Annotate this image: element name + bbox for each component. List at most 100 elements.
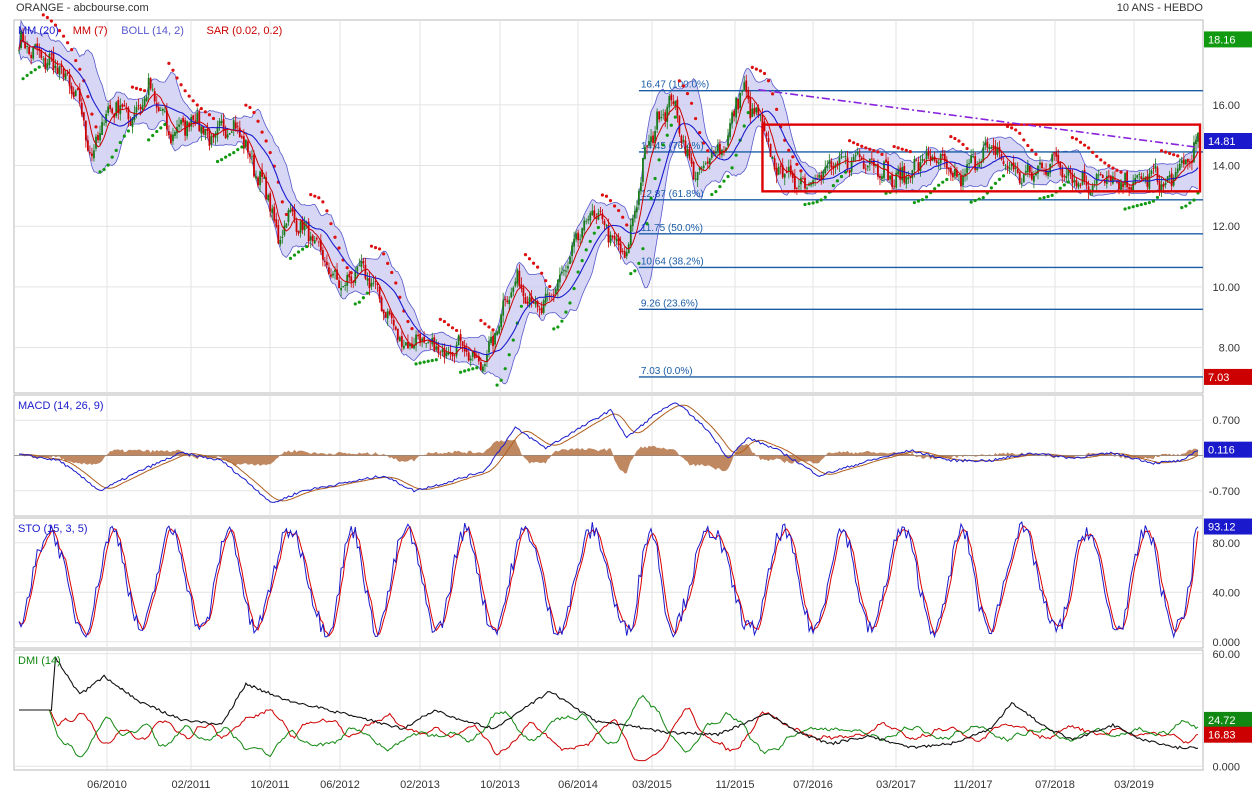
candle-body	[690, 157, 693, 164]
sar-dot	[394, 281, 398, 285]
sar-dot	[949, 134, 953, 139]
candle-body	[522, 287, 525, 297]
candle-body	[623, 251, 626, 258]
candle-body	[702, 165, 705, 169]
candle-body	[423, 337, 426, 343]
candle-body	[400, 336, 403, 347]
sar-dot	[649, 196, 653, 200]
candle-body	[567, 266, 569, 269]
candle-body	[856, 152, 859, 155]
sto-value-badges: 93.12	[1204, 518, 1252, 535]
sar-dot	[325, 209, 329, 213]
candle-body	[362, 260, 365, 264]
sar-dot	[847, 139, 852, 143]
sar-dot	[426, 359, 430, 363]
candle-body	[54, 65, 57, 69]
sar-dot	[811, 201, 815, 205]
candle-body	[516, 269, 519, 284]
candle-body	[644, 147, 646, 160]
candle-body	[897, 169, 900, 175]
macd-value-badge	[1204, 441, 1252, 458]
candle-body	[123, 104, 126, 107]
candle-body	[105, 113, 108, 123]
candle-body	[295, 220, 298, 232]
sar-dot	[203, 110, 207, 114]
sar-dot	[1082, 143, 1087, 147]
candle-body	[1014, 167, 1017, 169]
candle-body	[1008, 167, 1011, 170]
candle-body	[919, 162, 922, 171]
candle-body	[364, 264, 367, 279]
candle-body	[903, 166, 906, 183]
candle-body	[218, 120, 221, 127]
sar-dot	[422, 360, 426, 364]
candle-body	[492, 335, 494, 347]
sar-dot	[1014, 128, 1018, 132]
candle-body	[791, 172, 794, 179]
candle-body	[682, 139, 685, 142]
sar-dot	[479, 318, 483, 323]
sar-dot	[98, 170, 102, 174]
candle-body	[1140, 176, 1143, 179]
candle-body	[881, 176, 883, 179]
sar-dot	[1022, 138, 1026, 142]
candle-body	[315, 237, 318, 240]
candle-body	[40, 50, 43, 59]
candle-body	[368, 278, 371, 289]
x-tick-label: 06/2012	[320, 779, 360, 791]
sar-dot	[835, 179, 840, 183]
candle-body	[433, 337, 436, 352]
candle-body	[390, 312, 393, 319]
candle-body	[583, 220, 586, 231]
candle-body	[935, 160, 938, 163]
dmi-legend: DMI (14)	[18, 655, 61, 667]
candle-body	[376, 282, 379, 286]
candle-body	[1193, 142, 1195, 163]
candle-body	[62, 68, 65, 78]
sar-dot	[742, 124, 746, 128]
sar-dot	[252, 110, 256, 115]
candle-body	[1043, 169, 1045, 171]
candle-body	[332, 273, 334, 276]
candle-body	[471, 351, 474, 357]
sar-dot	[560, 319, 564, 323]
sar-dot	[240, 145, 244, 149]
candle-body	[696, 171, 699, 181]
price-value-badge-label: 18.16	[1208, 34, 1236, 46]
sar-dot	[90, 112, 94, 116]
candle-body	[988, 146, 991, 150]
candle-body	[694, 178, 697, 180]
sar-dot	[706, 149, 710, 153]
macd-histogram	[19, 439, 1198, 474]
candle-body	[64, 73, 67, 80]
dmi-minus-line	[19, 707, 1199, 762]
macd-legend: MACD (14, 26, 9)	[18, 400, 104, 412]
candle-body	[840, 156, 843, 158]
dmi-legend-entry: DMI (14)	[18, 655, 61, 667]
candle-body	[437, 346, 440, 353]
price-y-tick-label: 12.00	[1212, 221, 1240, 233]
candle-body	[1138, 174, 1141, 175]
candle-body	[396, 328, 399, 340]
sar-dot	[86, 95, 90, 99]
sar-dot	[1131, 205, 1135, 209]
candle-body	[1122, 183, 1124, 188]
sar-dot	[645, 222, 649, 226]
candle-body	[342, 286, 345, 287]
candle-body	[74, 90, 77, 97]
stochastic-k-line	[18, 520, 1199, 639]
candle-body	[524, 296, 527, 304]
macd-y-tick-label: 0.700	[1212, 415, 1240, 427]
candle-body	[198, 111, 201, 132]
sar-dot	[369, 244, 374, 248]
candle-body	[625, 252, 628, 257]
macd-y-tick-label: -0.700	[1209, 486, 1240, 498]
candle-body	[1186, 158, 1189, 163]
sar-dot	[414, 362, 418, 366]
candle-body	[242, 136, 245, 149]
candle-body	[1150, 170, 1153, 174]
candle-body	[22, 32, 24, 42]
sar-dot	[596, 225, 600, 230]
candle-body	[346, 274, 349, 286]
